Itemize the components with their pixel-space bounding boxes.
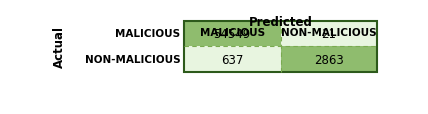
Bar [281, 47, 377, 73]
Bar [184, 21, 281, 47]
Text: Actual: Actual [53, 26, 66, 68]
Text: 637: 637 [221, 53, 244, 66]
Text: NON-MALICIOUS: NON-MALICIOUS [281, 27, 377, 37]
Bar [184, 21, 377, 73]
Text: MALICIOUS: MALICIOUS [116, 29, 181, 39]
Bar [281, 21, 377, 47]
Text: MALICIOUS: MALICIOUS [199, 27, 265, 37]
Text: 54549: 54549 [214, 28, 251, 41]
Bar [184, 47, 281, 73]
Text: NON-MALICIOUS: NON-MALICIOUS [85, 55, 181, 65]
Text: 21: 21 [321, 28, 336, 41]
Text: 2863: 2863 [314, 53, 344, 66]
Text: Predicted: Predicted [249, 16, 312, 29]
